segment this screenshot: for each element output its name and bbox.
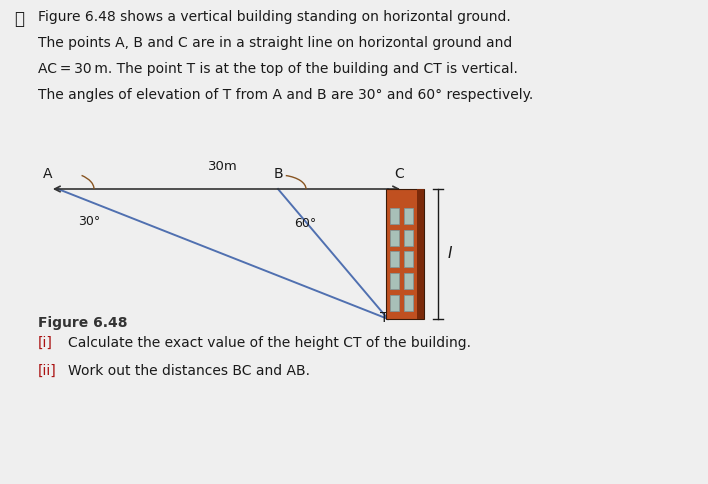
Bar	[390, 229, 399, 245]
Text: Figure 6.48 shows a vertical building standing on horizontal ground.: Figure 6.48 shows a vertical building st…	[38, 10, 510, 24]
Text: Ⓑ: Ⓑ	[14, 10, 24, 28]
Text: Work out the distances BC and AB.: Work out the distances BC and AB.	[68, 364, 310, 378]
Bar	[404, 295, 413, 311]
Bar	[390, 251, 399, 267]
Text: [i]: [i]	[38, 336, 53, 350]
Text: T: T	[379, 311, 388, 325]
Text: The points A, B and C are in a straight line on horizontal ground and: The points A, B and C are in a straight …	[38, 36, 513, 50]
Bar	[404, 229, 413, 245]
Bar	[390, 208, 399, 224]
Text: 60°: 60°	[294, 217, 316, 230]
Text: B: B	[273, 167, 282, 181]
Text: I: I	[448, 246, 452, 261]
Bar	[390, 273, 399, 289]
Text: Figure 6.48: Figure 6.48	[38, 316, 127, 330]
Bar	[404, 251, 413, 267]
Bar	[404, 273, 413, 289]
Bar	[390, 295, 399, 311]
Text: 30m: 30m	[208, 160, 238, 173]
Text: C: C	[394, 167, 404, 181]
Text: Calculate the exact value of the height CT of the building.: Calculate the exact value of the height …	[68, 336, 471, 350]
Text: The angles of elevation of T from A and B are 30° and 60° respectively.: The angles of elevation of T from A and …	[38, 88, 533, 102]
Text: [ii]: [ii]	[38, 364, 57, 378]
Text: 30°: 30°	[78, 215, 101, 228]
Bar	[386, 189, 424, 319]
Text: AC = 30 m. The point T is at the top of the building and CT is vertical.: AC = 30 m. The point T is at the top of …	[38, 62, 518, 76]
Bar	[417, 189, 424, 319]
Bar	[404, 208, 413, 224]
Text: A: A	[42, 167, 52, 181]
